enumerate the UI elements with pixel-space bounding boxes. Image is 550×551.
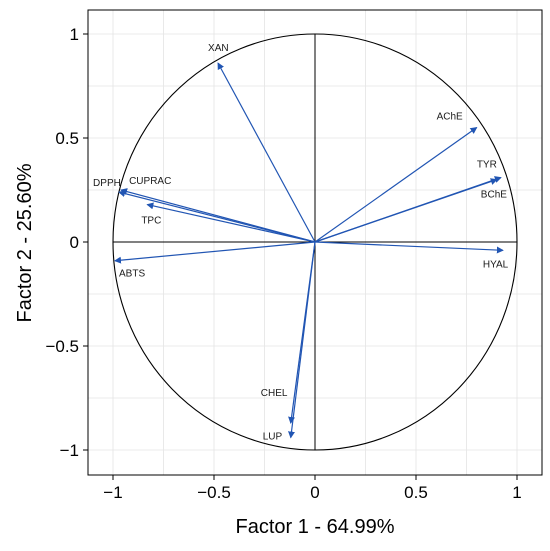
x-tick-label: −1 <box>103 483 122 502</box>
y-tick-label: −0.5 <box>45 337 79 356</box>
ticks: −1 −0.5 0 0.5 1 −1 −0.5 0 0.5 1 <box>45 25 521 502</box>
loading-arrows <box>114 62 504 439</box>
label-bche: BChE <box>481 190 507 201</box>
x-tick-label: 0 <box>310 483 319 502</box>
arrow-dpph <box>118 190 316 243</box>
arrow-bche <box>314 178 498 243</box>
arrow-abts <box>114 241 316 264</box>
x-tick-label: −0.5 <box>197 483 231 502</box>
label-tpc: TPC <box>141 216 161 227</box>
label-cuprac: CUPRAC <box>129 176 171 187</box>
x-axis-title: Factor 1 - 64.99% <box>236 516 395 538</box>
y-tick-label: −1 <box>60 441 79 460</box>
label-dpph: DPPH <box>93 178 121 189</box>
plot-frame <box>87 9 543 476</box>
arrow-xan <box>217 62 316 243</box>
label-chel: CHEL <box>261 388 288 399</box>
arrow-tpc <box>146 202 316 243</box>
label-abts: ABTS <box>119 269 145 280</box>
y-tick-label: 0 <box>70 233 79 252</box>
arrow-hyal <box>314 241 504 254</box>
y-tick-label: 0.5 <box>55 129 79 148</box>
variable-labels: XAN AChE TYR BChE HYAL CUPRAC DPPH TPC ABTS CHEL L… <box>93 43 509 442</box>
label-tyr: TYR <box>477 160 497 171</box>
x-tick-label: 0.5 <box>404 483 428 502</box>
label-xan: XAN <box>208 43 229 54</box>
x-tick-label: 1 <box>512 483 521 502</box>
arrow-ache <box>314 127 478 243</box>
y-tick-label: 1 <box>70 25 79 44</box>
y-axis-title: Factor 2 - 25.60% <box>14 163 36 322</box>
label-hyal: HYAL <box>483 259 509 270</box>
label-lup: LUP <box>263 432 283 443</box>
arrow-lup <box>288 241 316 439</box>
label-ache: AChE <box>437 112 463 123</box>
